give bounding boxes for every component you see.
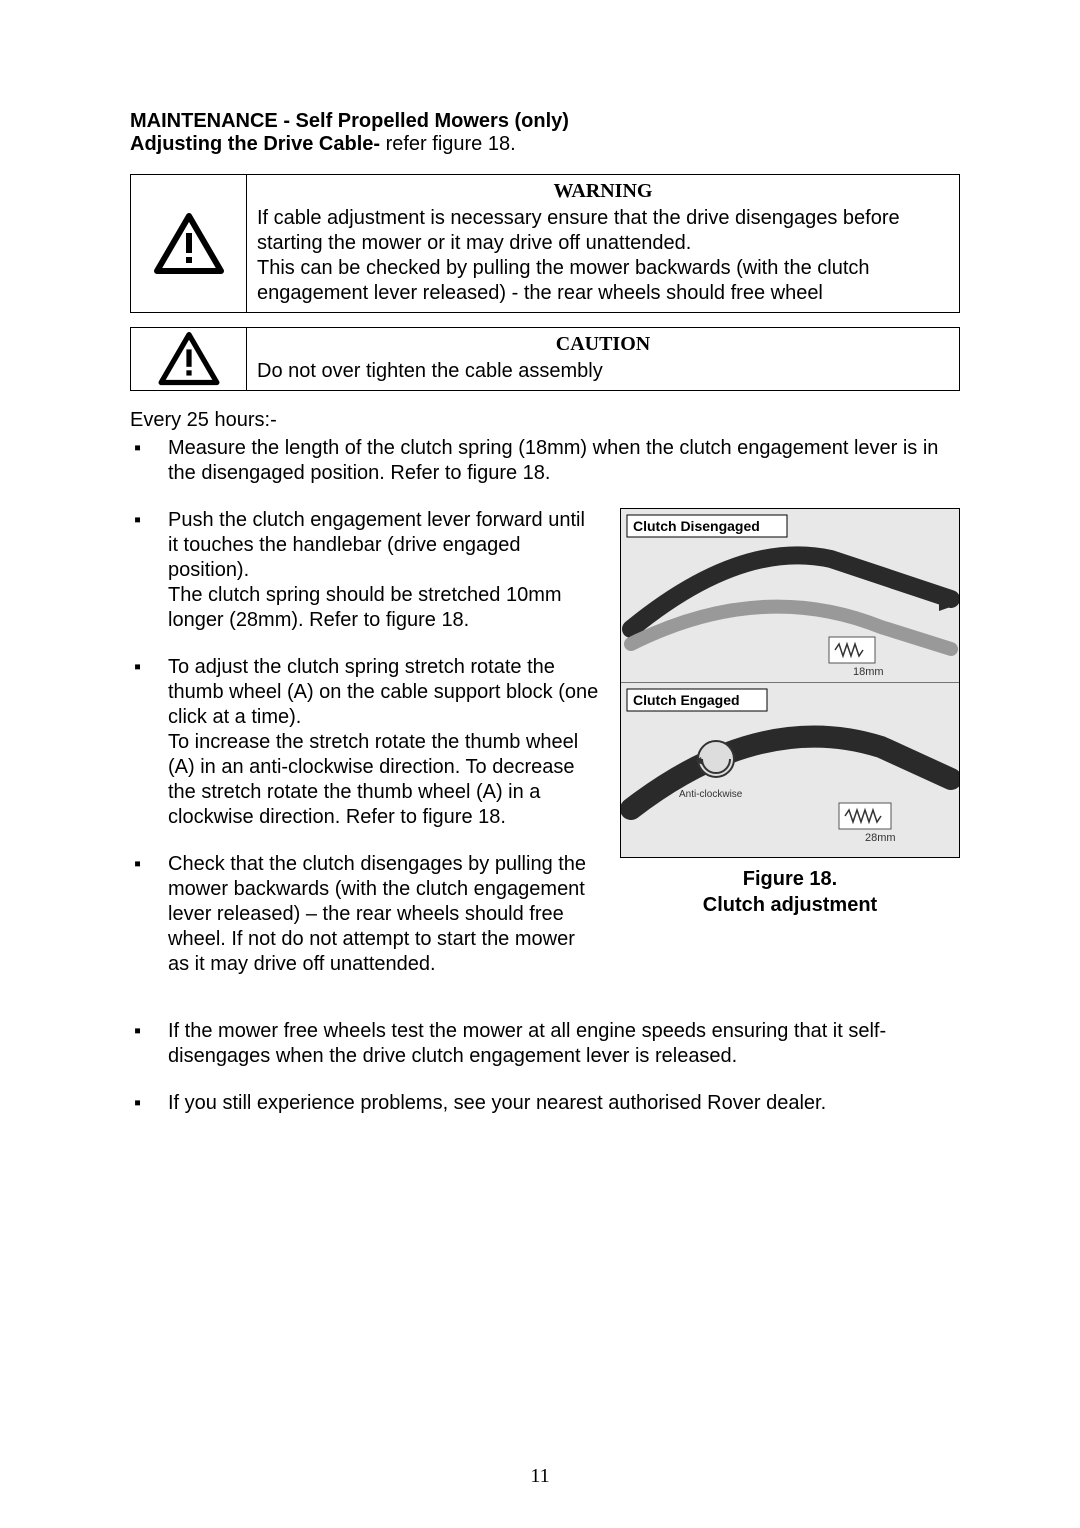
figure-image: Clutch Disengaged 18mm Clutch Engag — [620, 508, 960, 858]
fig-meas-top: 18mm — [853, 666, 884, 678]
list-item-para: To adjust the clutch spring stretch rota… — [168, 655, 600, 730]
list-item: ▪ If the mower free wheels test the mowe… — [130, 1019, 960, 1069]
warning-callout: WARNING If cable adjustment is necessary… — [130, 174, 960, 313]
list-intro: Every 25 hours:- — [130, 409, 960, 432]
list-item-para: The clutch spring should be stretched 10… — [168, 583, 600, 633]
list-item-body: Push the clutch engagement lever forward… — [168, 508, 600, 633]
bullet-marker-icon: ▪ — [130, 1019, 168, 1069]
bullet-marker-icon: ▪ — [130, 655, 168, 830]
list-item-text: If you still experience problems, see yo… — [168, 1091, 960, 1116]
page-container: MAINTENANCE - Self Propelled Mowers (onl… — [0, 0, 1080, 1528]
warning-line1: If cable adjustment is necessary ensure … — [257, 206, 949, 256]
list-item-text: Check that the clutch disengages by pull… — [168, 852, 600, 977]
list-item-text: If the mower free wheels test the mower … — [168, 1019, 960, 1069]
left-column: ▪ Push the clutch engagement lever forwa… — [130, 508, 600, 999]
section-title: MAINTENANCE - Self Propelled Mowers (onl… — [130, 110, 960, 133]
bullet-marker-icon: ▪ — [130, 1091, 168, 1116]
subtitle-rest: refer figure 18. — [380, 133, 516, 155]
section-subtitle: Adjusting the Drive Cable- refer figure … — [130, 133, 960, 156]
figure-caption-line2: Clutch adjustment — [620, 892, 960, 918]
caution-text-cell: CAUTION Do not over tighten the cable as… — [247, 328, 959, 390]
figure-caption-line1: Figure 18. — [620, 866, 960, 892]
bullet-marker-icon: ▪ — [130, 508, 168, 633]
list-item: ▪ Check that the clutch disengages by pu… — [130, 852, 600, 977]
warning-heading: WARNING — [257, 179, 949, 204]
subtitle-bold: Adjusting the Drive Cable- — [130, 133, 380, 155]
fig-anticlockwise: Anti-clockwise — [679, 789, 743, 800]
list-item: ▪ Measure the length of the clutch sprin… — [130, 436, 960, 486]
bullet-list-bottom: ▪ If the mower free wheels test the mowe… — [130, 1019, 960, 1116]
warning-icon-cell — [131, 175, 247, 312]
page-number: 11 — [0, 1465, 1080, 1488]
right-column: Clutch Disengaged 18mm Clutch Engag — [620, 508, 960, 918]
list-item-para: To increase the stretch rotate the thumb… — [168, 730, 600, 830]
bullet-marker-icon: ▪ — [130, 436, 168, 486]
fig-label-disengaged: Clutch Disengaged — [633, 518, 760, 534]
warning-text-cell: WARNING If cable adjustment is necessary… — [247, 175, 959, 312]
bullet-marker-icon: ▪ — [130, 852, 168, 977]
two-column-region: ▪ Push the clutch engagement lever forwa… — [130, 508, 960, 999]
list-item-text: Measure the length of the clutch spring … — [168, 436, 960, 486]
bullet-list-left: ▪ Push the clutch engagement lever forwa… — [130, 508, 600, 977]
list-item-para: Push the clutch engagement lever forward… — [168, 508, 600, 583]
bullet-list-top: ▪ Measure the length of the clutch sprin… — [130, 436, 960, 486]
list-item: ▪ To adjust the clutch spring stretch ro… — [130, 655, 600, 830]
warning-icon — [154, 213, 224, 275]
list-item: ▪ If you still experience problems, see … — [130, 1091, 960, 1116]
clutch-diagram-svg: Clutch Disengaged 18mm Clutch Engag — [621, 509, 959, 857]
caution-callout: CAUTION Do not over tighten the cable as… — [130, 327, 960, 391]
caution-heading: CAUTION — [257, 332, 949, 357]
list-item-body: To adjust the clutch spring stretch rota… — [168, 655, 600, 830]
figure-caption: Figure 18. Clutch adjustment — [620, 866, 960, 918]
list-item: ▪ Push the clutch engagement lever forwa… — [130, 508, 600, 633]
caution-icon-cell — [131, 328, 247, 390]
fig-meas-bottom: 28mm — [865, 832, 896, 844]
caution-icon — [158, 332, 220, 386]
warning-line2: This can be checked by pulling the mower… — [257, 256, 949, 306]
caution-text: Do not over tighten the cable assembly — [257, 359, 949, 384]
fig-label-engaged: Clutch Engaged — [633, 692, 740, 708]
